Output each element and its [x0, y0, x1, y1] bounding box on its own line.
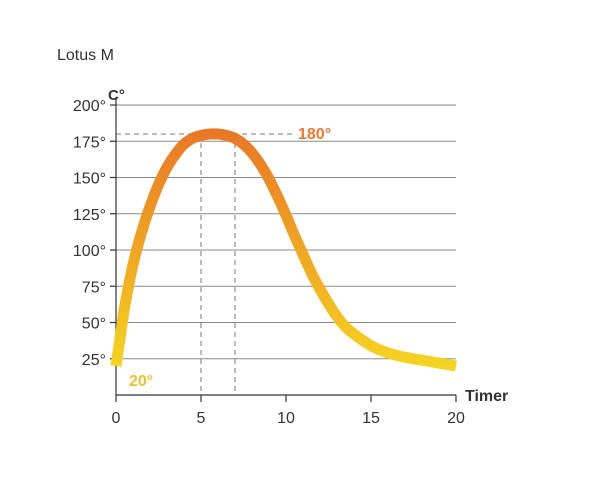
x-tick-label: 15 [362, 410, 380, 427]
peak-temperature-label: 180° [298, 126, 331, 143]
x-axis-label: Timer [465, 388, 508, 405]
y-tick-label: 150° [73, 171, 106, 188]
y-tick-label: 50° [82, 316, 106, 333]
annotations: 180° 20° [129, 126, 331, 390]
grid-lines [116, 104, 456, 360]
x-tick-label: 10 [277, 410, 295, 427]
y-tick-label: 100° [73, 243, 106, 260]
y-tick-label: 200° [73, 98, 106, 115]
x-tick-label: 5 [197, 410, 206, 427]
tick-labels: 0 5 10 15 20 25° 50° 75° 100° 125° 150° 175° 200° [73, 98, 465, 427]
x-tick-label: 0 [112, 410, 121, 427]
y-axis-unit-label: C° [108, 87, 125, 104]
chart-title: Lotus M [57, 47, 114, 64]
x-tick-label: 20 [447, 410, 465, 427]
y-tick-label: 75° [82, 279, 106, 296]
y-tick-label: 25° [82, 352, 106, 369]
start-temperature-label: 20° [129, 373, 153, 390]
axes [110, 97, 457, 402]
reference-lines [116, 133, 292, 395]
temperature-curve [110, 128, 457, 372]
y-tick-label: 125° [73, 207, 106, 224]
y-tick-label: 175° [73, 134, 106, 151]
series-layer [110, 128, 457, 372]
